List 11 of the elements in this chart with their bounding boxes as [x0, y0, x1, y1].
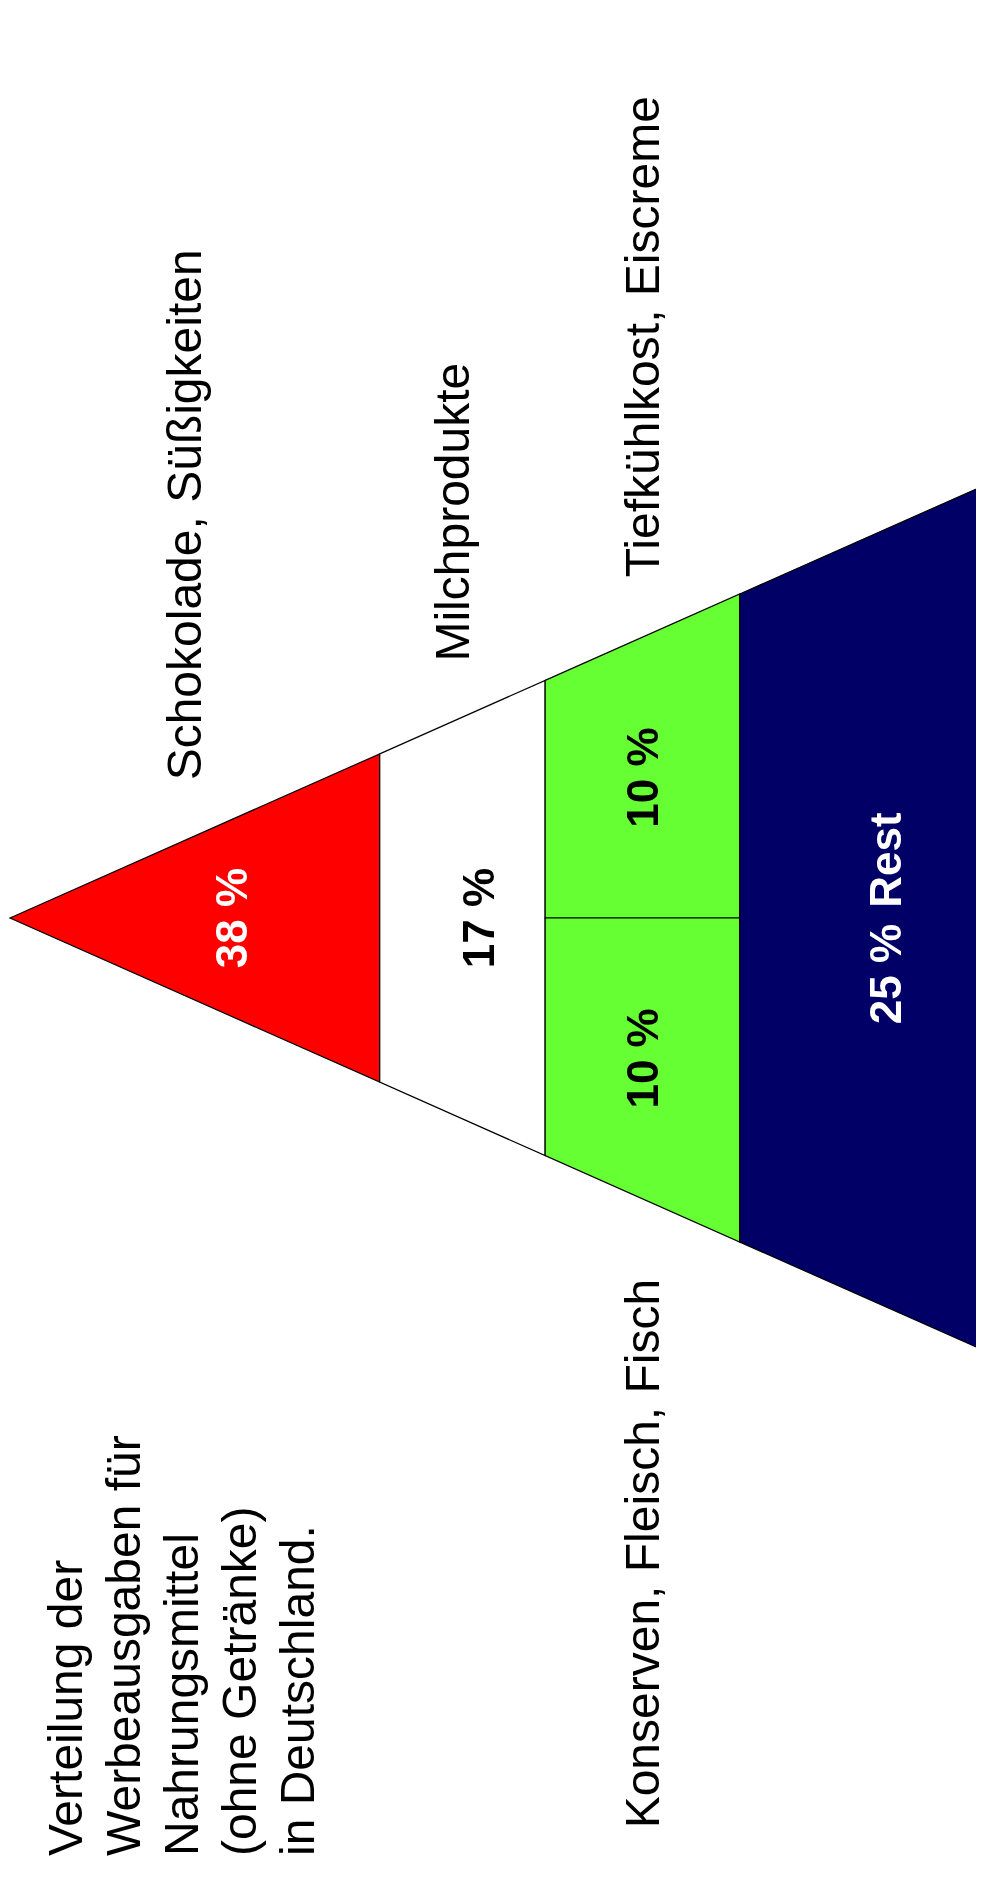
- category-label: Milchprodukte: [425, 362, 479, 662]
- data-label: 10 %: [617, 1008, 667, 1109]
- data-label: 17 %: [454, 867, 504, 969]
- category-label: Tiefkühlkost, Eiscreme: [615, 96, 669, 578]
- data-label: 38 %: [207, 867, 257, 969]
- data-label: 25 %: [861, 923, 911, 1025]
- category-label: Rest: [861, 811, 911, 908]
- data-label: 10 %: [617, 727, 667, 828]
- category-label: Schokolade, Süßigkeiten: [158, 249, 212, 781]
- text: Verteilung der Werbeausgaben für Nahrungsmittel (ohne Getränke) in Deutschland.: [38, 1435, 324, 1856]
- category-label: Konserven, Fleisch, Fisch: [615, 1278, 669, 1829]
